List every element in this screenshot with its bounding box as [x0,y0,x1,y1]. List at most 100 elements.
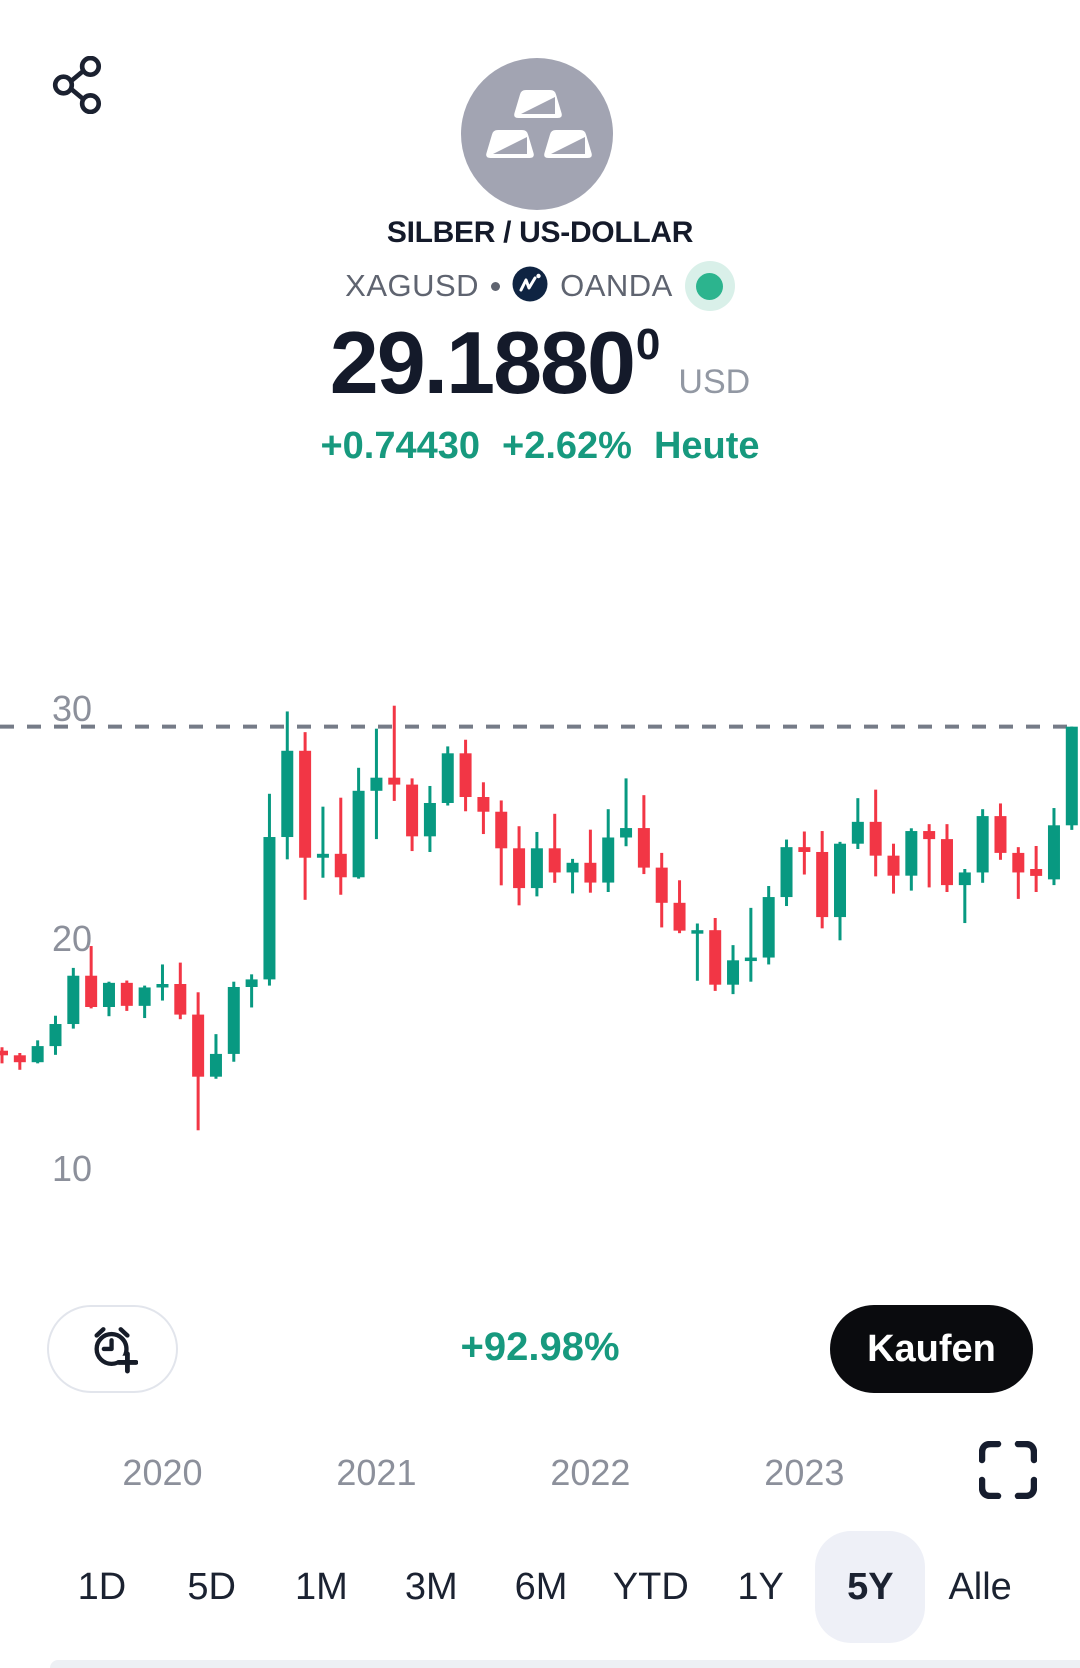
tab-5y[interactable]: 5Y [815,1531,926,1643]
candle-body [548,848,561,873]
candle-body [923,831,936,840]
candle-body [798,847,811,852]
candle-body [851,821,864,844]
candle-wick [963,869,967,924]
x-axis-year-label: 2021 [336,1452,417,1493]
candle-body [263,837,276,980]
tab-1y[interactable]: 1Y [706,1531,816,1643]
buy-button[interactable]: Kaufen [830,1305,1033,1393]
tab-6m[interactable]: 6M [486,1531,596,1643]
candle-body [406,784,419,837]
tab-3m[interactable]: 3M [376,1531,486,1643]
market-open-dot [684,261,735,311]
y-axis-label: 20 [52,918,92,959]
price-currency: USD [678,363,751,401]
candle-body [655,867,668,903]
fullscreen-button[interactable] [970,1433,1046,1509]
period-performance: +92.98% [460,1325,620,1369]
candle-body [227,986,240,1054]
candle-body [459,753,472,798]
candle-body [637,828,650,868]
candle-body [994,816,1007,853]
candle-body [334,853,347,878]
candle-wick [339,797,343,895]
candle-body [976,816,989,873]
candle-body [0,1050,8,1056]
candle-body [1012,852,1025,873]
candle-body [174,984,187,1015]
candle-body [495,811,508,849]
change-period: Heute [653,424,760,467]
tab-alle[interactable]: Alle [925,1531,1035,1643]
fullscreen-icon [978,1440,1038,1502]
y-axis-label: 30 [52,688,92,729]
candle-wick [588,829,592,893]
candle-body [441,753,454,803]
candle-body [13,1055,26,1063]
range-tabs: 1D 5D 1M 3M 6M YTD 1Y 5Y Alle [47,1531,1035,1643]
candle-body [620,828,633,838]
candle-body [530,848,543,889]
share-button[interactable] [44,48,112,122]
candle-wick [571,858,575,894]
candle-wick [392,705,396,801]
candle-body [85,975,98,1007]
create-alert-button[interactable] [47,1305,178,1393]
candle-body [513,848,526,889]
candle-body [566,862,579,873]
price-value: 29.1880 [329,313,636,412]
y-axis-label: 10 [52,1148,92,1189]
candle-wick [695,923,699,981]
x-axis-year-label: 2022 [550,1452,631,1493]
candle-wick [0,1047,4,1064]
candle-wick [250,974,254,1008]
candle-body [780,847,793,898]
candle-body [138,987,151,1006]
candlestick-canvas[interactable]: 30 20 10 [0,600,1080,1225]
candle-body [370,777,383,791]
candle-body [834,843,847,918]
candle-body [887,855,900,876]
tab-5d[interactable]: 5D [157,1531,267,1643]
tab-1m[interactable]: 1M [267,1531,377,1643]
candle-body [102,982,115,1007]
share-icon [52,55,104,117]
candle-body [120,982,133,1006]
candle-body [673,902,686,931]
candle-wick [1016,847,1020,899]
price-superscript: 0 [635,320,661,369]
oanda-logo-icon [512,266,548,307]
candle-body [602,837,615,883]
separator-dot [491,281,501,291]
candle-body [869,821,882,856]
x-axis-year-label: 2023 [764,1452,845,1493]
candle-body [1065,726,1078,826]
candle-body [691,930,704,934]
tab-1d[interactable]: 1D [47,1531,157,1643]
candle-body [49,1024,62,1047]
candle-wick [321,806,325,878]
change-absolute: +0.74430 [320,424,481,467]
x-axis-year-labels: 2020 2021 2022 2023 [0,1452,1080,1494]
candle-body [940,839,953,886]
candle-wick [802,831,806,875]
price-row: 29.1880 0 USD [0,312,1080,412]
alarm-clock-plus-icon [88,1322,138,1377]
symbol-ticker: XAGUSD [345,268,480,303]
symbol-row: XAGUSD OANDA [0,260,1080,312]
candle-body [905,831,918,876]
price-chart[interactable]: 30 20 10 [0,600,1080,1225]
candle-wick [160,964,164,1001]
x-axis-year-label: 2020 [122,1452,203,1493]
candle-body [245,979,258,987]
candle-body [1030,869,1043,876]
candle-body [423,802,436,837]
candle-body [744,957,757,962]
tab-ytd[interactable]: YTD [596,1531,706,1643]
next-section-divider [50,1660,1080,1668]
candle-body [1047,825,1060,880]
candle-body [709,930,722,985]
silver-bars-icon [461,58,613,214]
candle-body [67,975,80,1025]
